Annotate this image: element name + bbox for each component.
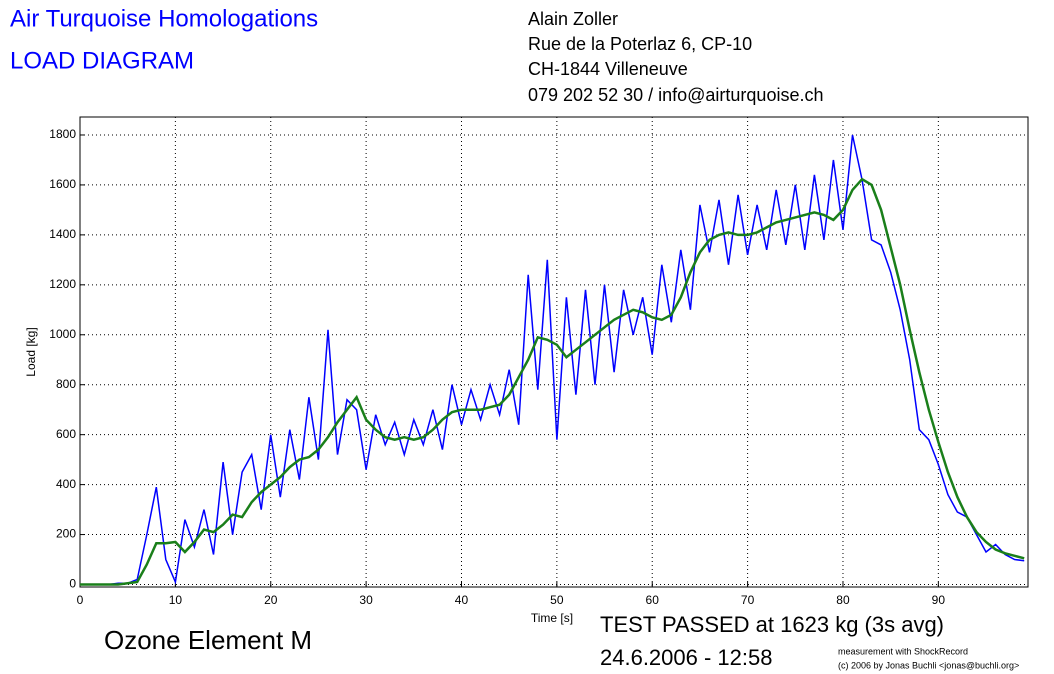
y-tick-label: 400: [56, 477, 76, 491]
y-tick-label: 1800: [49, 127, 76, 141]
y-tick-label: 200: [56, 527, 76, 541]
y-tick-label: 1400: [49, 227, 76, 241]
product: Ozone Element M: [104, 625, 312, 655]
address-line: Rue de la Poterlaz 6, CP-10: [528, 34, 752, 54]
x-tick-label: 10: [169, 593, 183, 607]
x-tick-label: 90: [932, 593, 946, 607]
subtitle: LOAD DIAGRAM: [10, 47, 194, 74]
x-tick-label: 30: [359, 593, 373, 607]
x-tick-label: 70: [741, 593, 755, 607]
x-tick-label: 20: [264, 593, 278, 607]
address-line: Alain Zoller: [528, 9, 618, 29]
x-tick-label: 40: [455, 593, 469, 607]
data-line: [80, 134, 1025, 586]
x-tick-label: 0: [77, 593, 84, 607]
y-axis-label: Load [kg]: [24, 327, 38, 376]
x-tick-label: 80: [836, 593, 850, 607]
y-tick-label: 800: [56, 377, 76, 391]
x-tick-label: 50: [550, 593, 564, 607]
x-tick-label: 60: [646, 593, 660, 607]
y-tick-label: 1600: [49, 177, 76, 191]
result: TEST PASSED at 1623 kg (3s avg): [600, 612, 944, 637]
x-axis-label: Time [s]: [531, 611, 573, 625]
data-line: [80, 177, 1025, 586]
y-tick-label: 1000: [49, 327, 76, 341]
credit: measurement with ShockRecord: [838, 646, 968, 656]
date: 24.6.2006 - 12:58: [600, 645, 772, 670]
address-line: 079 202 52 30 / info@airturquoise.ch: [528, 85, 823, 105]
credit: (c) 2006 by Jonas Buchli <jonas@buchli.o…: [838, 660, 1019, 670]
y-tick-label: 0: [69, 577, 76, 591]
plot-frame: [79, 116, 1029, 588]
y-tick-label: 1200: [49, 277, 76, 291]
title: Air Turquoise Homologations: [10, 5, 318, 32]
address-line: CH-1844 Villeneuve: [528, 59, 688, 79]
y-tick-label: 600: [56, 427, 76, 441]
